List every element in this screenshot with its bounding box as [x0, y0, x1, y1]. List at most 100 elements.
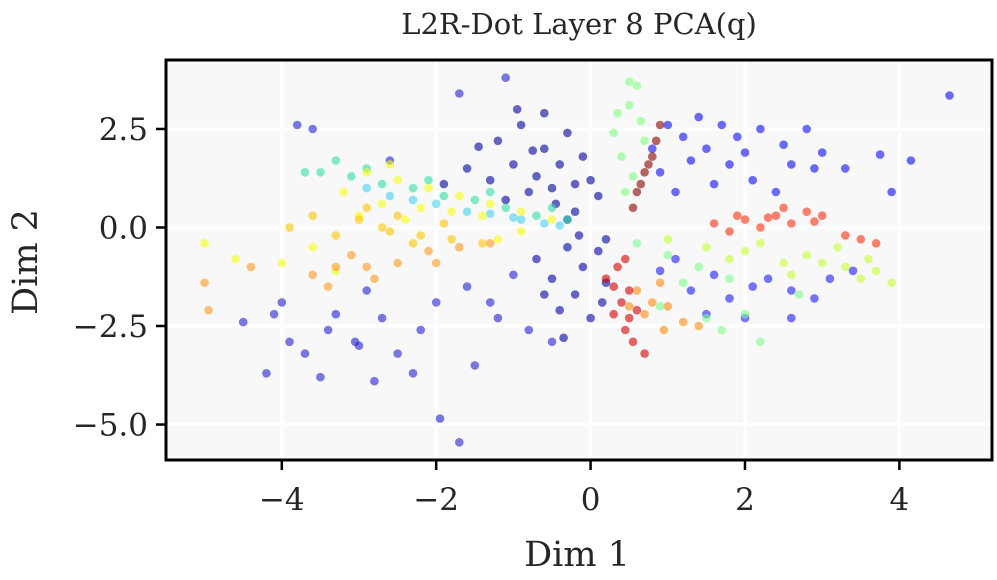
- scatter-point: [470, 195, 480, 205]
- y-tick-label: −2.5: [73, 309, 148, 345]
- scatter-point: [354, 215, 364, 224]
- scatter-point: [238, 317, 248, 327]
- scatter-point: [717, 120, 727, 130]
- scatter-point: [455, 242, 464, 252]
- scatter-point: [771, 211, 781, 220]
- scatter-point: [663, 250, 673, 260]
- y-tick-label: 0.0: [99, 210, 148, 246]
- scatter-point: [686, 286, 696, 295]
- scatter-point: [787, 286, 796, 295]
- scatter-point: [725, 254, 734, 264]
- scatter-point: [841, 164, 850, 173]
- scatter-point: [632, 305, 642, 315]
- scatter-point: [906, 156, 916, 165]
- scatter-point: [362, 168, 372, 177]
- scatter-point: [663, 302, 673, 311]
- scatter-point: [316, 372, 325, 382]
- scatter-point: [694, 321, 703, 331]
- scatter-point: [787, 313, 796, 323]
- scatter-point: [547, 183, 557, 193]
- scatter-point: [570, 207, 580, 216]
- chart-title: L2R-Dot Layer 8 PCA(q): [401, 7, 757, 41]
- scatter-point: [354, 341, 364, 351]
- x-tick-label: 2: [735, 482, 755, 518]
- scatter-point: [763, 274, 773, 284]
- scatter-point: [686, 156, 696, 165]
- x-tick-label: −4: [259, 482, 305, 518]
- scatter-point: [401, 215, 410, 224]
- scatter-point: [439, 219, 449, 228]
- scatter-point: [733, 211, 742, 220]
- scatter-point: [871, 239, 881, 248]
- scatter-point: [439, 191, 449, 201]
- scatter-point: [702, 242, 711, 252]
- scatter-point: [200, 278, 209, 288]
- scatter-point: [362, 262, 372, 272]
- scatter-point: [547, 203, 557, 213]
- scatter-point: [377, 313, 387, 323]
- scatter-point: [628, 337, 638, 347]
- scatter-point: [200, 239, 209, 248]
- scatter-point: [512, 105, 522, 114]
- scatter-point: [408, 195, 418, 205]
- scatter-point: [740, 215, 750, 224]
- scatter-point: [393, 211, 402, 220]
- scatter-point: [709, 219, 719, 228]
- scatter-point: [493, 235, 503, 244]
- scatter-point: [563, 242, 572, 252]
- scatter-point: [231, 254, 240, 264]
- scatter-point: [424, 183, 433, 193]
- scatter-point: [308, 124, 318, 134]
- scatter-point: [431, 298, 441, 307]
- scatter-point: [574, 231, 584, 240]
- scatter-point: [578, 262, 588, 272]
- y-axis-title: Dim 2: [6, 209, 46, 315]
- scatter-point: [748, 175, 757, 185]
- scatter-point: [632, 187, 642, 197]
- plot-area: [166, 60, 992, 460]
- scatter-point: [555, 305, 564, 315]
- scatter-point: [678, 132, 688, 142]
- scatter-point: [385, 191, 395, 201]
- scatter-point: [547, 274, 557, 284]
- y-tick-label: −5.0: [73, 408, 148, 444]
- scatter-point: [655, 302, 665, 311]
- scatter-point: [485, 199, 495, 209]
- scatter-point: [532, 211, 541, 220]
- scatter-point: [277, 298, 287, 307]
- scatter-point: [632, 286, 642, 295]
- scatter-point: [555, 221, 564, 230]
- scatter-point: [609, 128, 618, 138]
- scatter-point: [431, 258, 441, 268]
- scatter-point: [563, 215, 572, 224]
- scatter-point: [424, 246, 433, 256]
- scatter-point: [875, 150, 885, 159]
- scatter-point: [624, 101, 634, 110]
- scatter-point: [586, 313, 595, 323]
- x-tick-label: 4: [889, 482, 909, 518]
- scatter-point: [810, 164, 819, 173]
- scatter-point: [648, 144, 657, 153]
- scatter-point: [563, 128, 572, 138]
- scatter-point: [462, 207, 472, 216]
- scatter-point: [547, 337, 557, 347]
- scatter-point: [385, 227, 395, 236]
- scatter-point: [621, 325, 630, 335]
- scatter-point: [678, 278, 688, 288]
- scatter-point: [663, 120, 673, 130]
- scatter-point: [424, 175, 433, 185]
- scatter-point: [455, 438, 464, 447]
- scatter-point: [740, 246, 750, 256]
- scatter-point: [740, 309, 750, 319]
- x-axis: −4 −2 0 2 4: [259, 460, 909, 518]
- scatter-point: [725, 294, 734, 303]
- scatter-point: [709, 179, 719, 189]
- scatter-point: [370, 376, 379, 386]
- scatter-point: [756, 239, 765, 248]
- scatter-point: [474, 142, 483, 151]
- scatter-point: [871, 266, 881, 276]
- scatter-point: [733, 132, 742, 142]
- scatter-point: [651, 136, 661, 146]
- scatter-point: [725, 160, 734, 169]
